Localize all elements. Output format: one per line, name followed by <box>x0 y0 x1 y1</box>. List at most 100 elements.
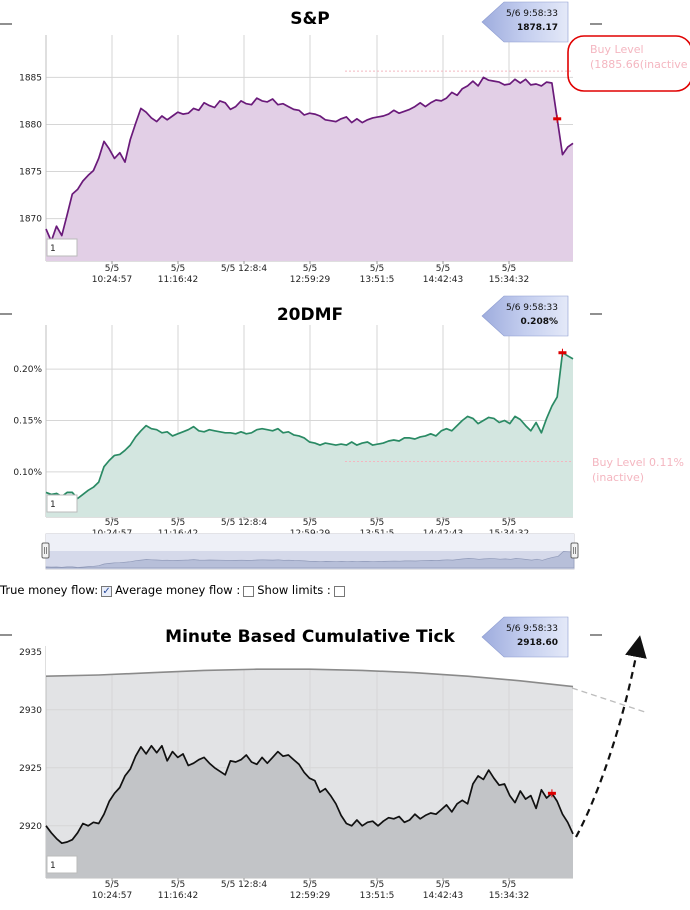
y-tick-label: 2925 <box>19 764 42 774</box>
sp-zoom-box[interactable]: 1 <box>46 238 78 257</box>
dmf-value-tooltip: 5/6 9:58:33 0.208% <box>481 295 569 337</box>
x-tick-time: 13:51:5 <box>360 891 395 901</box>
x-tick-time: 12:59:29 <box>290 891 331 901</box>
sp-price-area <box>46 77 573 262</box>
upward-projection-arrow <box>575 635 647 838</box>
x-tick-time: 15:34:32 <box>489 891 529 901</box>
upper-band-projection <box>571 687 646 713</box>
x-tick-date: 5/5 12:8:4 <box>221 264 268 274</box>
dmf-buy-level-label: Buy Level 0.11% <box>592 456 684 469</box>
x-tick-date: 5/5 <box>502 880 516 890</box>
dmf-chart: 0.10%0.15%0.20% 5/510:24:575/511:16:425/… <box>0 295 684 539</box>
tick-x-axis: 5/510:24:575/511:16:425/5 12:8:4 5/512:59… <box>92 878 529 901</box>
x-tick-date: 5/5 <box>502 518 516 528</box>
navigator-right-handle[interactable] <box>570 542 579 559</box>
navigator-top <box>46 534 574 551</box>
average-money-flow-checkbox[interactable] <box>243 585 255 597</box>
x-tick-time: 12:59:29 <box>290 275 331 285</box>
sp-value-tooltip: 5/6 9:58:33 1878.17 <box>481 1 569 43</box>
dmf-zoom-value[interactable]: 1 <box>50 500 56 510</box>
x-tick-time: 13:51:5 <box>360 275 395 285</box>
x-tick-date: 5/5 <box>370 880 384 890</box>
x-tick-date: 5/5 <box>105 518 119 528</box>
x-tick-date: 5/5 <box>436 880 450 890</box>
sp-buy-level-label: Buy Level <box>590 43 644 56</box>
y-tick-label: 1875 <box>19 168 42 178</box>
y-tick-label: 2935 <box>19 648 42 658</box>
tick-cumulative-line <box>45 744 574 845</box>
show-limits-checkbox[interactable] <box>333 585 345 597</box>
x-tick-date: 5/5 <box>303 518 317 528</box>
sp-y-axis: 1870 1875 1880 1885 <box>19 73 42 224</box>
dmf-chart-title: 20DMF <box>277 305 343 325</box>
x-tick-date: 5/5 <box>436 518 450 528</box>
average-money-flow-label: Average money flow : <box>115 583 241 597</box>
x-tick-time: 10:24:57 <box>92 891 132 901</box>
tick-y-axis: 2920 2925 2930 2935 <box>19 648 42 832</box>
x-tick-date: 5/5 <box>105 264 119 274</box>
dmf-tooltip-time: 5/6 9:58:33 <box>506 303 558 313</box>
x-tick-date: 5/5 <box>171 880 185 890</box>
x-tick-time: 11:16:42 <box>158 275 198 285</box>
tick-value-tooltip: 5/6 9:58:33 2918.60 <box>481 616 569 658</box>
sp-x-axis: 5/510:24:575/511:16:425/5 12:8:4 5/512:59… <box>92 261 529 285</box>
y-tick-label: 1885 <box>19 73 42 83</box>
flow-options-bar: True money flow: ✓ Average money flow : … <box>0 581 348 599</box>
tick-zoom-value[interactable]: 1 <box>50 861 56 871</box>
tick-last-value-marker <box>547 789 556 798</box>
tick-tooltip-value: 2918.60 <box>517 638 558 648</box>
y-tick-label: 0.15% <box>13 416 42 426</box>
range-navigator[interactable] <box>41 533 579 570</box>
sp-zoom-value[interactable]: 1 <box>50 244 56 254</box>
tick-upper-band-line <box>45 668 574 688</box>
sp-tooltip-time: 5/6 9:58:33 <box>506 9 558 19</box>
sp-buy-level-callout <box>567 35 690 92</box>
x-tick-time: 14:42:43 <box>423 891 463 901</box>
x-tick-time: 15:34:32 <box>489 275 529 285</box>
dmf-last-value-marker <box>558 348 567 357</box>
x-tick-date: 5/5 <box>502 264 516 274</box>
y-tick-label: 1880 <box>19 120 42 130</box>
sp-price-line <box>45 76 574 243</box>
true-money-flow-checkbox[interactable]: ✓ <box>101 585 113 597</box>
x-tick-time: 14:42:43 <box>423 275 463 285</box>
x-tick-date: 5/5 <box>370 518 384 528</box>
show-limits-label: Show limits : <box>257 583 331 597</box>
tick-cumulative-area <box>46 745 573 878</box>
tick-chart-title: Minute Based Cumulative Tick <box>165 627 455 647</box>
sp-last-value-marker <box>553 114 562 123</box>
navigator-mini-series <box>45 551 575 569</box>
dmf-y-axis: 0.10% 0.15% 0.20% <box>13 365 42 478</box>
x-tick-date: 5/5 12:8:4 <box>221 518 268 528</box>
x-tick-date: 5/5 12:8:4 <box>221 880 268 890</box>
x-tick-date: 5/5 <box>171 518 185 528</box>
x-tick-date: 5/5 <box>105 880 119 890</box>
tick-tooltip-time: 5/6 9:58:33 <box>506 624 558 634</box>
x-tick-date: 5/5 <box>303 880 317 890</box>
sp-buy-level-status: (1885.66(inactive <box>590 58 688 71</box>
dmf-zoom-box[interactable]: 1 <box>46 494 78 513</box>
navigator-left-handle[interactable] <box>41 542 50 559</box>
x-tick-date: 5/5 <box>436 264 450 274</box>
sp-chart-title: S&P <box>290 9 330 29</box>
tick-upper-band-area <box>46 646 573 687</box>
x-tick-time: 11:16:42 <box>158 891 198 901</box>
tick-zoom-box[interactable]: 1 <box>46 855 78 874</box>
y-tick-label: 0.10% <box>13 468 42 478</box>
x-tick-date: 5/5 <box>370 264 384 274</box>
y-tick-label: 2920 <box>19 822 42 832</box>
dmf-tooltip-value: 0.208% <box>521 317 559 327</box>
dmf-buy-level-status: (inactive) <box>592 471 644 484</box>
sp-tooltip-value: 1878.17 <box>517 23 558 33</box>
x-tick-date: 5/5 <box>171 264 185 274</box>
y-tick-label: 1870 <box>19 215 42 225</box>
dmf-flow-area <box>46 352 573 517</box>
dmf-flow-line <box>45 351 574 500</box>
x-tick-date: 5/5 <box>303 264 317 274</box>
true-money-flow-label: True money flow: <box>0 583 99 597</box>
y-tick-label: 0.20% <box>13 365 42 375</box>
x-tick-time: 10:24:57 <box>92 275 132 285</box>
